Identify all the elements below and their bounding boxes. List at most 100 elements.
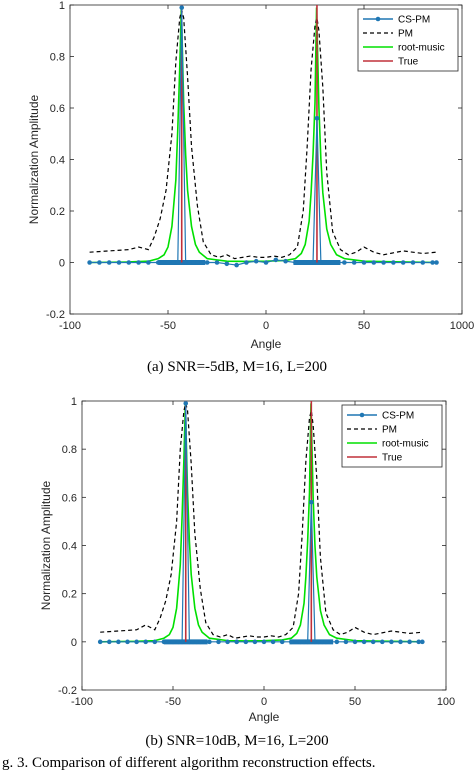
legend-entry: True xyxy=(382,453,403,464)
cs-pm-point xyxy=(361,639,367,645)
x-tick-label: 1000 xyxy=(450,320,474,332)
cs-pm-point xyxy=(318,260,324,265)
plot-area xyxy=(97,401,425,645)
cs-pm-point xyxy=(161,639,167,645)
legend-entry: PM xyxy=(398,29,413,40)
cs-pm-point xyxy=(400,260,406,265)
cs-pm-point xyxy=(416,639,422,645)
x-tick-label: 50 xyxy=(349,696,361,708)
cs-pm-point xyxy=(183,401,189,406)
cs-pm-point xyxy=(326,260,332,265)
cs-pm-point xyxy=(289,639,294,645)
cs-pm-point xyxy=(343,639,349,645)
cs-pm-point xyxy=(314,116,320,121)
cs-pm-point xyxy=(106,260,112,265)
y-tick-label: 0.6 xyxy=(62,492,77,504)
cs-pm-point xyxy=(309,499,314,505)
legend: CS-PM PM root-music True xyxy=(341,404,443,468)
cs-pm-point xyxy=(261,639,267,645)
cs-pm-point xyxy=(293,260,298,265)
cs-pm-point xyxy=(351,260,357,265)
legend-entry: root-music xyxy=(398,43,445,54)
cs-pm-point xyxy=(116,639,121,645)
cs-pm-point xyxy=(216,639,221,645)
cs-pm-point xyxy=(126,260,132,265)
cs-pm-point xyxy=(381,260,386,265)
y-tick-label: 0.2 xyxy=(62,589,77,601)
x-tick-label: -50 xyxy=(160,320,176,332)
cs-pm-point xyxy=(434,260,439,265)
x-tick-label: 50 xyxy=(358,320,370,332)
cs-pm-point xyxy=(146,260,151,265)
cs-pm-point xyxy=(234,262,239,268)
cs-pm-point xyxy=(190,639,196,645)
y-tick-label: 0.8 xyxy=(50,52,65,64)
cs-pm-point xyxy=(136,260,141,265)
cs-pm-point xyxy=(214,260,220,265)
cs-pm-point xyxy=(234,639,239,645)
cs-pm-point xyxy=(279,639,285,645)
cs-pm-point xyxy=(125,639,130,645)
cs-pm-point xyxy=(301,639,307,645)
x-tick-label: 100 xyxy=(437,696,455,708)
legend-swatch-marker xyxy=(359,412,365,418)
cs-pm-point xyxy=(171,260,177,265)
x-tick-label: 0 xyxy=(261,696,267,708)
cs-pm-point xyxy=(183,260,188,265)
cs-pm-point xyxy=(179,639,185,645)
cs-pm-point xyxy=(175,260,181,265)
x-tick-label: 0 xyxy=(263,320,269,332)
cs-pm-point xyxy=(370,639,376,645)
cs-pm-point xyxy=(334,639,340,645)
cs-pm-point xyxy=(330,260,335,265)
cs-pm-point xyxy=(116,260,122,265)
cs-pm-point xyxy=(253,258,259,264)
y-tick-label: 0.8 xyxy=(62,444,77,456)
cs-pm-point xyxy=(310,260,316,265)
x-axis-label: Angle xyxy=(251,337,282,351)
chart-panel-a: -100 -50 0 50 1000 -0.2 0 0.2 0.4 0.6 0.8 1 Angle Nor… xyxy=(27,0,474,351)
cs-pm-point xyxy=(207,639,212,645)
y-tick-label: 0 xyxy=(71,637,77,649)
cs-pm-point xyxy=(107,639,112,645)
cs-pm-point xyxy=(263,260,269,265)
cs-pm-point xyxy=(179,5,185,10)
cs-pm-point xyxy=(298,639,303,645)
cs-pm-point xyxy=(194,639,199,645)
x-tick-label: -100 xyxy=(71,696,93,708)
y-tick-label: 1 xyxy=(59,0,65,12)
cs-pm-point xyxy=(380,639,385,645)
chart-panel-b: -100 -50 0 50 100 -0.2 0 0.2 0.4 0.6 0.8 1 Angle Norm… xyxy=(39,396,455,724)
cs-pm-point xyxy=(225,639,230,645)
cs-pm-point xyxy=(97,260,102,265)
cs-pm-point xyxy=(134,639,139,645)
cs-pm-point xyxy=(305,639,310,645)
cs-pm-point xyxy=(283,258,288,264)
cs-pm-point xyxy=(152,639,158,645)
cs-pm-point xyxy=(187,260,192,265)
cs-pm-point xyxy=(322,260,328,265)
y-tick-label: 0.6 xyxy=(50,103,65,115)
cs-pm-point xyxy=(204,260,210,265)
cs-pm-point xyxy=(155,260,161,265)
x-tick-label: -100 xyxy=(59,320,81,332)
cs-pm-point xyxy=(371,260,377,265)
cs-pm-point xyxy=(252,639,258,645)
cs-pm-point xyxy=(389,639,394,645)
cs-pm-point xyxy=(273,257,279,263)
cs-pm-point xyxy=(430,260,435,265)
x-axis-label: Angle xyxy=(249,710,280,724)
cs-pm-point xyxy=(224,261,230,267)
figure-caption: g. 3. Comparison of different algorithm … xyxy=(2,755,376,771)
legend-entry: CS-PM xyxy=(398,15,430,26)
y-tick-label: -0.2 xyxy=(46,309,65,321)
legend-entry: PM xyxy=(382,425,397,436)
cs-pm-point xyxy=(195,260,200,265)
cs-pm-point xyxy=(244,260,249,265)
cs-pm-point xyxy=(312,639,318,645)
y-tick-label: -0.2 xyxy=(58,685,77,697)
y-tick-label: 1 xyxy=(71,396,77,408)
y-tick-label: 0.4 xyxy=(62,541,77,553)
cs-pm-point xyxy=(398,639,403,645)
